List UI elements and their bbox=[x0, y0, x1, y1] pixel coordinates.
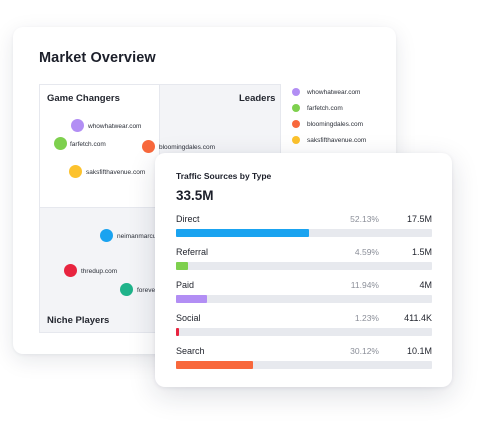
bubble-bloomingdales[interactable] bbox=[142, 140, 155, 153]
traffic-source-percent: 52.13% bbox=[350, 214, 379, 224]
traffic-source-percent: 1.23% bbox=[354, 313, 379, 323]
traffic-source-name: Direct bbox=[176, 214, 200, 224]
bubble-saksfifthavenue[interactable] bbox=[69, 165, 82, 178]
legend-label: farfetch.com bbox=[307, 104, 343, 112]
traffic-source-value: 10.1M bbox=[406, 346, 432, 356]
traffic-progress-track bbox=[176, 328, 432, 336]
bubble-label-bloomingdales: bloomingdales.com bbox=[159, 144, 216, 151]
traffic-source-percent: 11.94% bbox=[350, 280, 379, 290]
market-overview-title: Market Overview bbox=[39, 50, 156, 66]
traffic-sources-title: Traffic Sources by Type bbox=[176, 171, 272, 181]
traffic-source-name: Referral bbox=[176, 247, 209, 257]
quadrant-label-game-changers: Game Changers bbox=[47, 93, 120, 104]
bubble-thredup[interactable] bbox=[64, 264, 77, 277]
traffic-row-paid[interactable]: Paid 11.94% 4M bbox=[176, 280, 432, 304]
traffic-progress-track bbox=[176, 262, 432, 270]
legend-dot bbox=[292, 88, 300, 96]
legend-item-whowhatwear[interactable]: whowhatwear.com bbox=[292, 84, 392, 100]
traffic-source-value: 4M bbox=[419, 280, 432, 290]
legend-dot bbox=[292, 136, 300, 144]
traffic-source-value: 411.4K bbox=[404, 313, 432, 323]
bubble-label-whowhatwear: whowhatwear.com bbox=[88, 123, 142, 130]
bubble-label-neimanmarcus: neimanmarcu bbox=[117, 233, 157, 240]
legend-item-farfetch[interactable]: farfetch.com bbox=[292, 100, 392, 116]
traffic-progress-track bbox=[176, 295, 432, 303]
bubble-label-farfetch: farfetch.com bbox=[70, 141, 106, 148]
traffic-source-percent: 30.12% bbox=[350, 346, 379, 356]
traffic-progress-fill bbox=[176, 361, 253, 369]
traffic-source-percent: 4.59% bbox=[354, 247, 379, 257]
traffic-sources-card: Traffic Sources by Type 33.5M Direct 52.… bbox=[155, 153, 452, 387]
quadrant-niche-players bbox=[39, 208, 160, 333]
traffic-total-value: 33.5M bbox=[176, 188, 214, 203]
traffic-row-direct[interactable]: Direct 52.13% 17.5M bbox=[176, 214, 432, 238]
legend-item-bloomingdales[interactable]: bloomingdales.com bbox=[292, 116, 392, 132]
legend-label: saksfifthavenue.com bbox=[307, 136, 367, 144]
quadrant-label-niche-players: Niche Players bbox=[47, 315, 110, 326]
traffic-row-search[interactable]: Search 30.12% 10.1M bbox=[176, 346, 432, 370]
traffic-row-referral[interactable]: Referral 4.59% 1.5M bbox=[176, 247, 432, 271]
traffic-progress-track bbox=[176, 361, 432, 369]
traffic-source-value: 17.5M bbox=[406, 214, 432, 224]
bubble-label-forever21: foreve bbox=[137, 287, 156, 294]
bubble-whowhatwear[interactable] bbox=[71, 119, 84, 132]
legend-dot bbox=[292, 104, 300, 112]
legend-label: bloomingdales.com bbox=[307, 120, 364, 128]
traffic-progress-fill bbox=[176, 295, 207, 303]
bubble-farfetch[interactable] bbox=[54, 137, 67, 150]
quadrant-label-leaders: Leaders bbox=[239, 93, 276, 104]
traffic-source-value: 1.5M bbox=[411, 247, 432, 257]
traffic-progress-track bbox=[176, 229, 432, 237]
bubble-label-saksfifthavenue: saksfifthavenue.com bbox=[86, 169, 146, 176]
legend-dot bbox=[292, 120, 300, 128]
traffic-progress-fill bbox=[176, 229, 309, 237]
traffic-row-social[interactable]: Social 1.23% 411.4K bbox=[176, 313, 432, 337]
traffic-progress-fill bbox=[176, 328, 179, 336]
bubble-label-thredup: thredup.com bbox=[81, 268, 118, 275]
bubble-neimanmarcus[interactable] bbox=[100, 229, 113, 242]
competitor-legend: whowhatwear.com farfetch.com bloomingdal… bbox=[292, 84, 392, 148]
legend-item-saksfifthavenue[interactable]: saksfifthavenue.com bbox=[292, 132, 392, 148]
traffic-source-name: Paid bbox=[176, 280, 195, 290]
legend-label: whowhatwear.com bbox=[307, 88, 361, 96]
traffic-source-name: Search bbox=[176, 346, 205, 356]
traffic-source-name: Social bbox=[176, 313, 201, 323]
traffic-progress-fill bbox=[176, 262, 188, 270]
bubble-forever21[interactable] bbox=[120, 283, 133, 296]
